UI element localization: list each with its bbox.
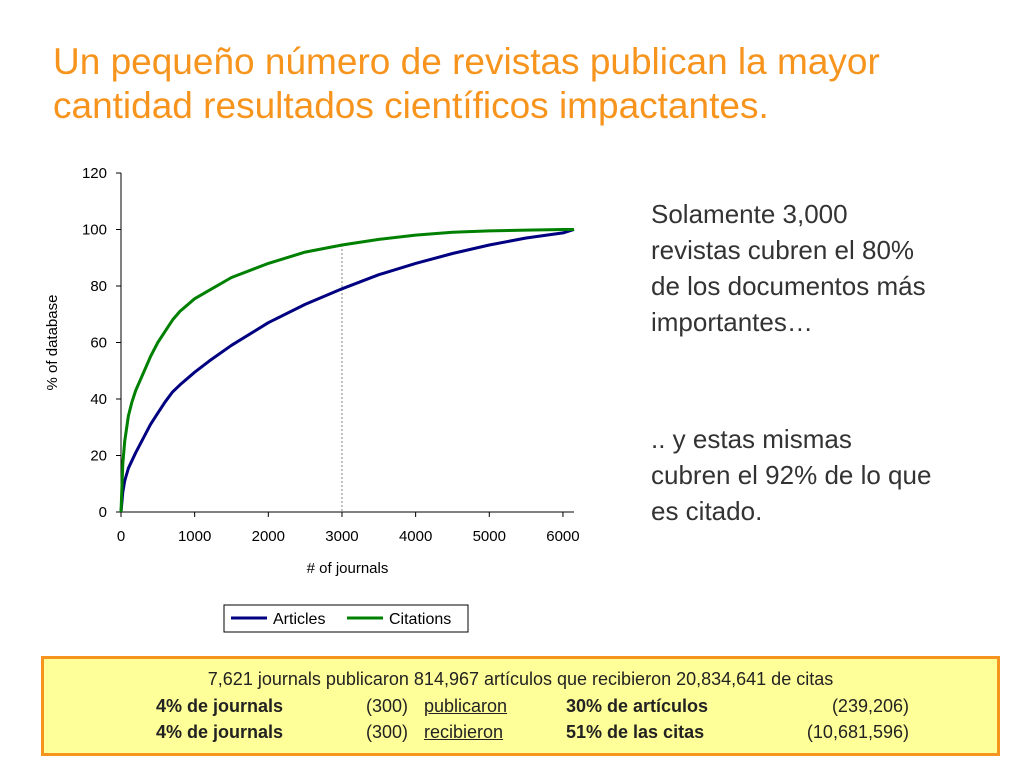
x-tick-label: 1000 xyxy=(178,528,211,545)
summary-total: (239,206) xyxy=(831,696,909,716)
legend-label-articles: Articles xyxy=(273,611,325,628)
summary-pct-items: 51% de las citas xyxy=(566,722,705,742)
legend-box xyxy=(223,604,469,633)
summary-header: 7,621 journals publicaron 814,967 artícu… xyxy=(207,669,834,689)
summary-row-citations: 4% de journals (300) recibieron 51% de l… xyxy=(44,722,997,746)
x-tick-label: 4000 xyxy=(399,528,432,545)
side-text-1-line: Solamente 3,000 xyxy=(651,199,848,229)
summary-box: 7,621 journals publicaron 814,967 artícu… xyxy=(41,656,1000,756)
y-tick-label: 40 xyxy=(90,391,107,408)
side-text-1-line: revistas cubren el 80% xyxy=(651,235,915,265)
summary-count: (300) xyxy=(366,696,409,716)
y-axis-label: % of database xyxy=(44,295,61,391)
summary-pct-items: 30% de artículos xyxy=(566,696,709,716)
x-tick-label: 5000 xyxy=(473,528,506,545)
x-axis-label: # of journals xyxy=(307,560,389,577)
summary-pct-journals: 4% de journals xyxy=(156,722,284,742)
summary-count: (300) xyxy=(366,722,409,742)
side-text-2-line: cubren el 92% de lo que xyxy=(651,460,932,490)
y-tick-label: 80 xyxy=(90,278,107,295)
y-tick-label: 60 xyxy=(90,335,107,352)
x-tick-label: 3000 xyxy=(325,528,358,545)
y-tick-label: 0 xyxy=(99,504,107,521)
y-tick-label: 100 xyxy=(82,222,107,239)
line-chart: 0 20 40 60 80 100 120 0 1000 2000 3000 4000 5000 6000… xyxy=(44,165,580,633)
summary-total: (10,681,596) xyxy=(806,722,909,742)
x-tick-label: 2000 xyxy=(252,528,285,545)
x-tick-label: 6000 xyxy=(546,528,579,545)
summary-row-articles: 4% de journals (300) publicaron 30% de a… xyxy=(44,696,997,720)
y-tick-label: 120 xyxy=(82,165,107,182)
side-text-journals: Solamente 3,000 revistas cubren el 80% d… xyxy=(651,196,1011,340)
summary-verb: publicaron xyxy=(424,696,508,716)
slide-title: Un pequeño número de revistas publican l… xyxy=(53,40,993,128)
legend-label-citations: Citations xyxy=(389,611,451,628)
side-text-1-line: de los documentos más xyxy=(651,271,926,301)
side-text-2-line: es citado. xyxy=(651,496,763,526)
x-tick-label: 0 xyxy=(117,528,125,545)
series-line-articles xyxy=(119,228,575,513)
side-text-2-line: .. y estas mismas xyxy=(651,424,852,454)
side-text-1-line: importantes… xyxy=(651,307,813,337)
y-tick-label: 20 xyxy=(90,448,107,465)
side-text-citations: .. y estas mismas cubren el 92% de lo qu… xyxy=(651,421,1011,529)
series-line-citations xyxy=(119,228,574,513)
title-line-1: Un pequeño número de revistas publican l… xyxy=(53,41,880,82)
summary-pct-journals: 4% de journals xyxy=(156,696,284,716)
summary-verb: recibieron xyxy=(424,722,504,742)
title-line-2: cantidad resultados científicos impactan… xyxy=(53,85,769,126)
